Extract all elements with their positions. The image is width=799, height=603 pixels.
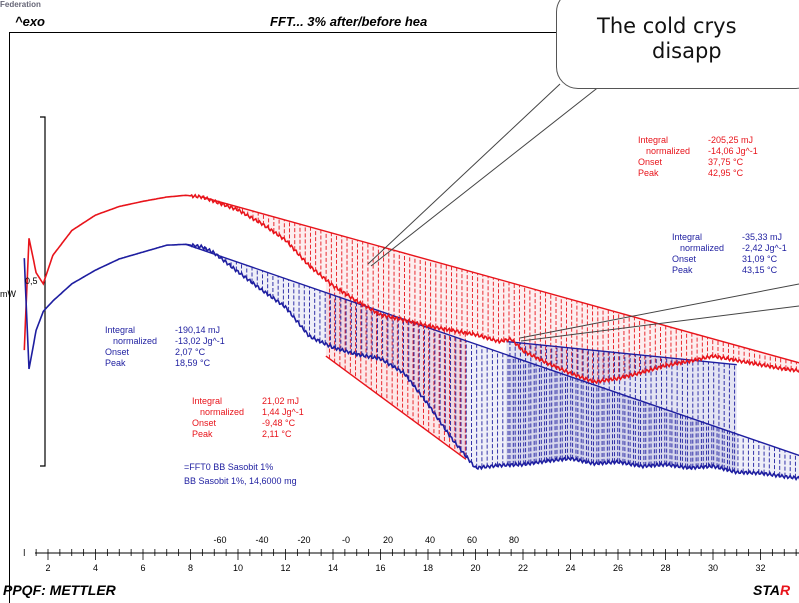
onset-label: Onset bbox=[192, 418, 217, 428]
peak-label: Peak bbox=[192, 429, 213, 439]
callout-line-1: The cold crys bbox=[597, 14, 737, 38]
peak-area bbox=[506, 341, 737, 473]
peak-value: 18,59 °C bbox=[175, 358, 211, 368]
footer-left: PPQF: METTLER bbox=[3, 582, 116, 598]
time-tick-label: 24 bbox=[565, 563, 575, 573]
peak-value: 2,11 °C bbox=[262, 429, 292, 439]
normalized-value: -2,42 Jg^-1 bbox=[742, 243, 787, 253]
footer-right-sta: STA bbox=[753, 582, 780, 598]
integral-label: Integral bbox=[105, 325, 136, 335]
integral-value: -205,25 mJ bbox=[708, 135, 754, 145]
time-tick-label: 10 bbox=[233, 563, 243, 573]
peak-label: Peak bbox=[105, 358, 126, 368]
callout-pointer bbox=[367, 83, 561, 265]
integral-value: -190,14 mJ bbox=[175, 325, 221, 335]
temp-tick-label: -0 bbox=[342, 535, 350, 545]
time-tick-label: 20 bbox=[470, 563, 480, 573]
time-tick-label: 28 bbox=[660, 563, 670, 573]
integral-label: Integral bbox=[638, 135, 669, 145]
normalized-value: -13,02 Jg^-1 bbox=[175, 336, 225, 346]
temp-tick-label: 40 bbox=[425, 535, 435, 545]
temp-tick-label: 80 bbox=[509, 535, 519, 545]
onset-value: 2,07 °C bbox=[175, 347, 206, 357]
scale-value-label: 0,5 bbox=[25, 276, 38, 286]
time-tick-label: 2 bbox=[45, 563, 50, 573]
onset-label: Onset bbox=[105, 347, 130, 357]
result-box-red-lower: Integral 21,02 mJ normalized 1,44 Jg^-1 On… bbox=[192, 396, 304, 440]
exo-label: ^exo bbox=[15, 14, 45, 29]
onset-value: 31,09 °C bbox=[742, 254, 778, 264]
normalized-label: normalized bbox=[200, 407, 245, 417]
time-tick-label: 26 bbox=[613, 563, 623, 573]
callout-line-2: disapp bbox=[652, 39, 722, 63]
normalized-label: normalized bbox=[646, 146, 691, 156]
result-box-red-upper: Integral -205,25 mJ normalized -14,06 Jg^-… bbox=[638, 135, 758, 179]
footer-right: STAR bbox=[753, 582, 790, 598]
legend-entry: BB Sasobit 1%, 14,6000 mg bbox=[184, 476, 297, 486]
result-box-blue-left: Integral -190,14 mJ normalized -13,02 Jg^-… bbox=[105, 325, 225, 369]
logo-text: Federation bbox=[0, 0, 41, 9]
integral-value: -35,33 mJ bbox=[742, 232, 783, 242]
temp-tick-label: 20 bbox=[383, 535, 393, 545]
callout-pointer bbox=[370, 81, 606, 267]
temp-tick-label: -40 bbox=[255, 535, 268, 545]
integration-baseline bbox=[325, 355, 467, 460]
legend: =FFT0 BB Sasobit 1% BB Sasobit 1%, 14,60… bbox=[184, 460, 297, 488]
time-tick-label: 14 bbox=[328, 563, 338, 573]
peak-label: Peak bbox=[638, 168, 659, 178]
normalized-value: -14,06 Jg^-1 bbox=[708, 146, 758, 156]
time-tick-label: 22 bbox=[518, 563, 528, 573]
integral-label: Integral bbox=[192, 396, 223, 406]
time-tick-label: 32 bbox=[755, 563, 765, 573]
time-tick-label: 18 bbox=[423, 563, 433, 573]
series-line bbox=[23, 193, 799, 385]
peak-value: 43,15 °C bbox=[742, 265, 778, 275]
legend-entry: =FFT0 BB Sasobit 1% bbox=[184, 462, 274, 472]
temp-tick-label: 60 bbox=[467, 535, 477, 545]
chart-title: FFT... 3% after/before hea bbox=[270, 14, 428, 29]
series-line bbox=[23, 242, 799, 481]
onset-label: Onset bbox=[672, 254, 697, 264]
temp-tick-label: -20 bbox=[297, 535, 310, 545]
onset-value: 37,75 °C bbox=[708, 157, 744, 167]
time-tick-label: 12 bbox=[280, 563, 290, 573]
callout-pointer bbox=[520, 305, 799, 342]
peak-value: 42,95 °C bbox=[708, 168, 744, 178]
time-tick-label: 4 bbox=[93, 563, 98, 573]
integral-value: 21,02 mJ bbox=[262, 396, 300, 406]
callout-bubble: The cold crys disapp bbox=[556, 0, 799, 89]
onset-value: -9,48 °C bbox=[262, 418, 296, 428]
peak-label: Peak bbox=[672, 265, 693, 275]
normalized-label: normalized bbox=[680, 243, 725, 253]
normalized-value: 1,44 Jg^-1 bbox=[262, 407, 304, 417]
callout-pointer bbox=[519, 283, 799, 339]
footer-right-r: R bbox=[779, 582, 791, 598]
time-tick-label: 8 bbox=[188, 563, 193, 573]
plot-frame bbox=[9, 32, 799, 603]
temp-tick-label: -60 bbox=[213, 535, 226, 545]
scale-unit-label: mW bbox=[0, 289, 16, 299]
time-tick-label: 30 bbox=[708, 563, 718, 573]
time-tick-label: 6 bbox=[140, 563, 145, 573]
integration-baseline bbox=[202, 196, 799, 364]
onset-label: Onset bbox=[638, 157, 663, 167]
peak-area bbox=[202, 197, 799, 382]
time-tick-label: 16 bbox=[375, 563, 385, 573]
scale-bar bbox=[40, 116, 46, 467]
result-box-blue-right: Integral -35,33 mJ normalized -2,42 Jg^-1 … bbox=[672, 232, 787, 276]
normalized-label: normalized bbox=[113, 336, 158, 346]
integral-label: Integral bbox=[672, 232, 703, 242]
